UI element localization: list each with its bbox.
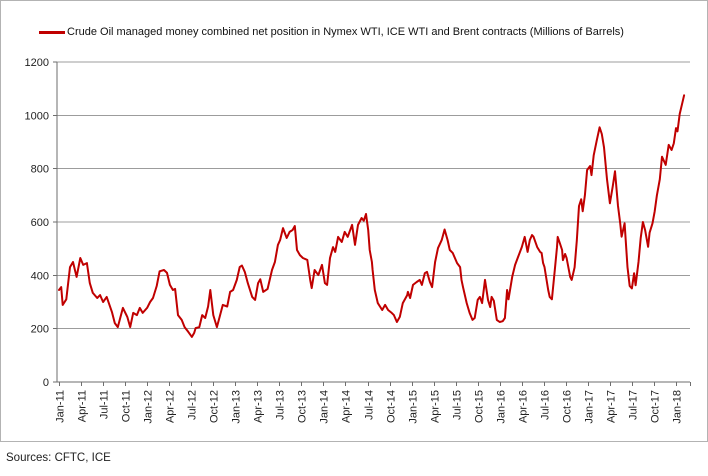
x-axis-label: Apr-17 <box>606 390 618 423</box>
x-axis-label: Apr-16 <box>518 390 530 423</box>
x-axis-label: Jan-14 <box>319 390 331 424</box>
legend-series-label: Crude Oil managed money combined net pos… <box>67 26 624 38</box>
y-axis-label: 800 <box>31 164 49 176</box>
x-axis-label: Jul-16 <box>540 390 552 420</box>
y-axis-label: 0 <box>43 377 49 389</box>
x-axis-label: Oct-16 <box>562 390 574 423</box>
x-axis-label: Oct-13 <box>297 390 309 423</box>
x-axis-label: Jul-13 <box>275 390 287 420</box>
x-axis-label: Jul-14 <box>364 390 376 420</box>
x-axis-label: Jan-18 <box>672 390 684 424</box>
chart-frame: Crude Oil managed money combined net pos… <box>0 0 708 442</box>
y-axis-label: 200 <box>31 324 49 336</box>
x-axis-label: Jan-13 <box>231 390 243 424</box>
x-axis-label: Jan-11 <box>55 390 67 423</box>
x-axis-label: Oct-11 <box>121 390 133 422</box>
x-axis-label: Oct-14 <box>386 390 398 423</box>
x-axis-label: Jan-17 <box>584 390 596 424</box>
x-axis-label: Jul-17 <box>628 390 640 420</box>
y-axis-label: 1200 <box>25 57 49 69</box>
x-axis-label: Oct-17 <box>650 390 662 423</box>
x-axis-label: Jul-11 <box>99 390 111 419</box>
x-axis-label: Jan-16 <box>496 390 508 424</box>
sources-note: Sources: CFTC, ICE <box>6 452 111 464</box>
x-axis-label: Oct-15 <box>474 390 486 423</box>
x-axis-label: Jul-12 <box>187 390 199 420</box>
plot-area: 0 200 400 600 800 1000 1200 Jan-11 Apr-11 Jul-11 O… <box>25 57 691 424</box>
legend-line-swatch <box>39 30 65 34</box>
x-axis-label: Apr-12 <box>165 390 177 423</box>
y-axis-label: 1000 <box>25 110 49 122</box>
x-axis-label: Apr-15 <box>430 390 442 423</box>
x-axis-label: Jul-15 <box>452 390 464 420</box>
x-axis-label: Apr-13 <box>253 390 265 423</box>
x-axis-label: Apr-14 <box>341 390 353 423</box>
x-axis-label: Apr-11 <box>77 390 89 422</box>
x-axis-label: Jan-15 <box>408 390 420 424</box>
y-axis-label: 600 <box>31 217 49 229</box>
series-line <box>58 94 686 338</box>
x-axis-label: Oct-12 <box>209 390 221 423</box>
legend: Crude Oil managed money combined net pos… <box>39 26 624 38</box>
x-axis-label: Jan-12 <box>143 390 155 424</box>
y-axis-label: 400 <box>31 270 49 282</box>
